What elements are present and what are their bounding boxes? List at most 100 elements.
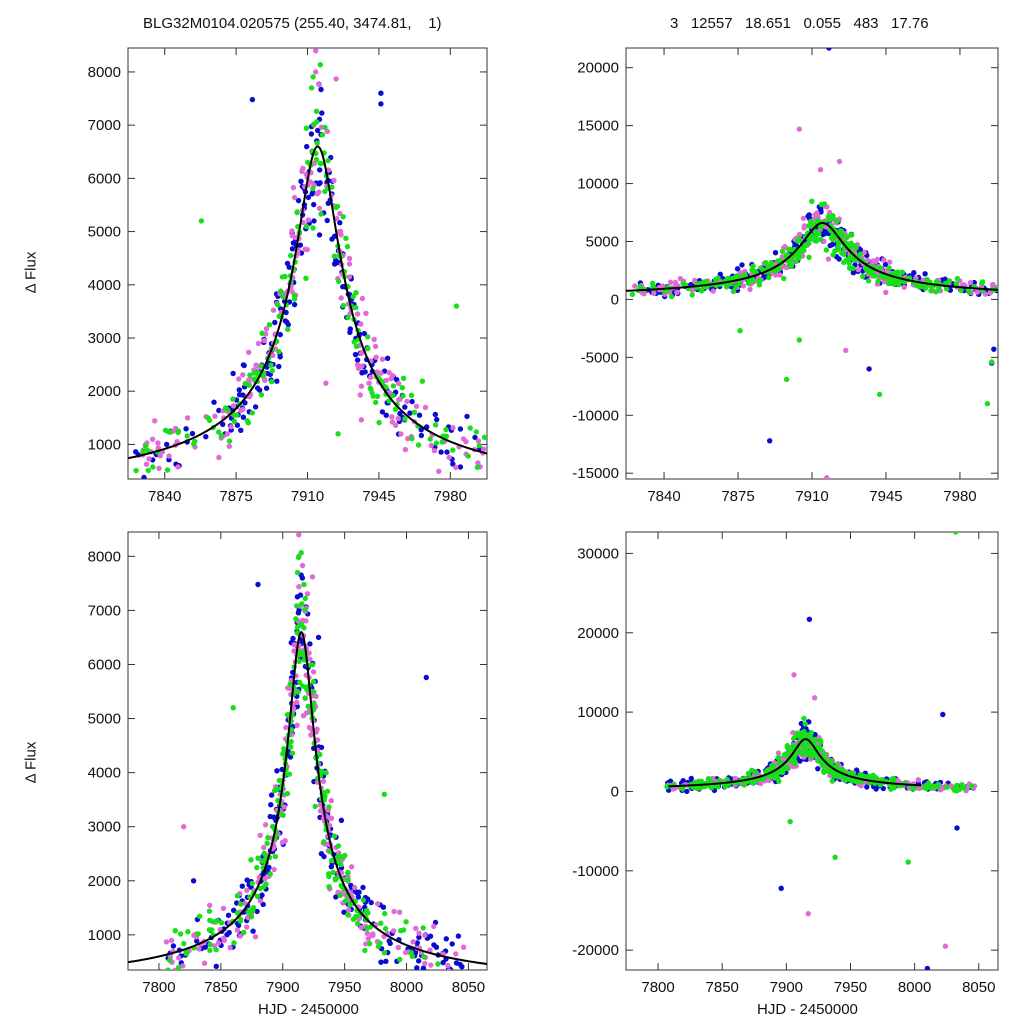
data-point: [831, 773, 837, 779]
data-point: [739, 262, 745, 268]
data-point: [865, 278, 872, 284]
data-point: [428, 962, 434, 968]
data-point: [346, 261, 353, 267]
data-point: [244, 877, 250, 883]
data-point: [310, 189, 316, 196]
data-point: [679, 786, 686, 792]
data-point: [312, 803, 318, 810]
data-point: [829, 778, 835, 784]
data-point: [825, 213, 831, 220]
data-point: [416, 934, 422, 940]
y-tick-label: 6000: [88, 656, 121, 673]
data-point: [395, 944, 401, 951]
data-point: [220, 905, 227, 912]
data-point: [846, 260, 852, 266]
data-point: [390, 928, 397, 934]
data-point: [318, 160, 324, 167]
data-point: [310, 74, 316, 80]
data-point: [338, 817, 345, 823]
data-point: [779, 769, 786, 776]
data-point: [844, 234, 850, 240]
data-point: [203, 434, 209, 440]
data-point: [246, 349, 252, 355]
data-point: [303, 223, 310, 230]
data-point: [806, 616, 813, 622]
x-tick-label: 7800: [641, 979, 674, 996]
data-point: [291, 301, 298, 308]
data-point: [249, 410, 255, 416]
data-point: [800, 215, 807, 222]
data-point: [215, 940, 222, 946]
plot-area: [128, 532, 487, 970]
data-point: [342, 852, 348, 859]
data-point: [390, 383, 397, 389]
data-point: [849, 232, 855, 238]
data-point: [224, 407, 231, 413]
data-point: [651, 290, 657, 296]
data-point: [457, 426, 464, 432]
data-point: [216, 454, 222, 461]
data-point: [291, 296, 298, 302]
data-point: [815, 766, 821, 772]
data-point: [231, 940, 237, 946]
data-point: [145, 448, 151, 454]
data-point: [367, 385, 374, 391]
data-point: [333, 894, 339, 900]
data-point: [813, 234, 819, 240]
data-point: [218, 433, 225, 439]
series-magenta: [632, 126, 998, 479]
data-point: [373, 354, 379, 360]
data-point: [274, 378, 280, 384]
data-point: [302, 695, 308, 701]
data-point: [301, 625, 307, 631]
data-point: [355, 920, 361, 927]
data-point: [677, 275, 684, 282]
data-point: [284, 790, 291, 797]
x-tick-label: 7840: [647, 488, 680, 505]
x-tick-label: 7850: [706, 979, 739, 996]
data-point: [448, 969, 453, 970]
data-point: [354, 362, 361, 368]
data-point: [409, 398, 415, 405]
data-point: [775, 750, 782, 756]
data-point: [376, 419, 382, 426]
data-point: [297, 592, 304, 598]
data-point: [175, 964, 182, 970]
data-point: [346, 255, 353, 262]
data-point: [230, 396, 236, 402]
data-point: [255, 855, 261, 861]
data-point: [954, 275, 961, 282]
data-point: [481, 434, 487, 440]
data-point: [213, 947, 219, 953]
data-point: [989, 282, 996, 288]
data-point: [805, 240, 812, 246]
data-point: [419, 378, 426, 384]
data-point: [415, 442, 422, 448]
data-point: [302, 595, 308, 602]
data-point: [261, 844, 267, 851]
data-point: [329, 857, 335, 864]
y-tick-label: 5000: [88, 224, 121, 241]
data-point: [446, 454, 452, 461]
data-point: [445, 962, 451, 969]
data-point: [710, 288, 716, 294]
data-point: [747, 286, 753, 293]
data-point: [422, 960, 428, 967]
data-point: [715, 275, 721, 281]
data-point: [379, 409, 386, 415]
data-point: [297, 679, 303, 686]
data-point: [383, 384, 389, 390]
data-point: [967, 280, 974, 286]
data-point: [811, 695, 818, 701]
data-point: [234, 900, 240, 906]
data-point: [183, 949, 189, 955]
data-point: [246, 377, 252, 383]
data-point: [708, 778, 714, 785]
data-point: [783, 252, 790, 258]
data-point: [935, 781, 942, 788]
x-tick-label: 7875: [721, 488, 754, 505]
plot-frame: [127, 531, 488, 971]
data-point: [274, 786, 280, 792]
data-point: [763, 259, 769, 266]
data-point: [781, 275, 787, 282]
